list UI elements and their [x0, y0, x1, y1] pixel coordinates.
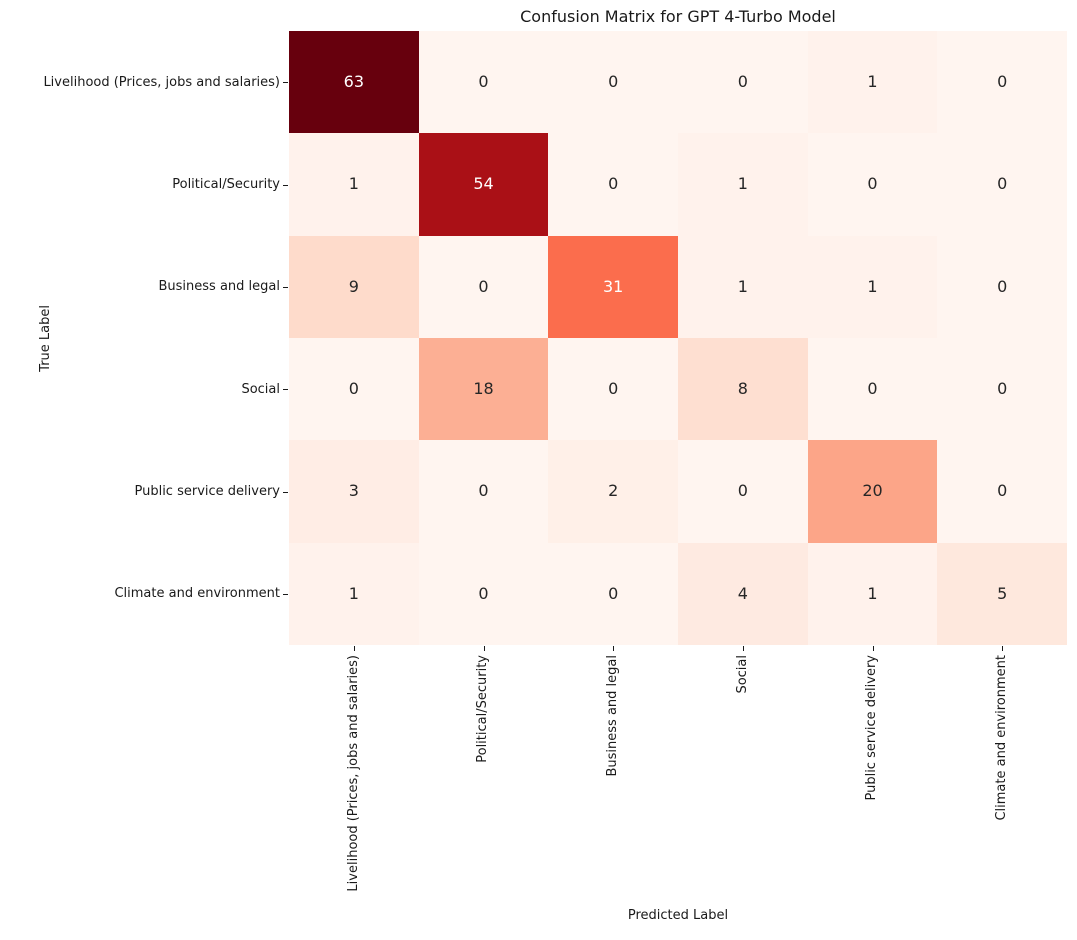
heatmap-cell-r4-c0: 3: [289, 440, 419, 543]
y-tick-label: Political/Security: [172, 176, 280, 192]
y-tick-label: Social: [241, 381, 280, 397]
heatmap-cell-r0-c1: 0: [418, 31, 549, 134]
x-tick-label: Business and legal: [605, 655, 621, 777]
x-axis-label: Predicted Label: [627, 908, 729, 923]
heatmap-cell-r0-c3: 0: [678, 31, 808, 134]
heatmap-cell-r2-c0: 9: [289, 235, 419, 338]
heatmap-cell-r2-c3: 1: [678, 235, 808, 338]
y-tick-mark: [283, 491, 288, 493]
heatmap-cell-r4-c2: 2: [548, 440, 678, 543]
heatmap-cell-r1-c1: 54: [418, 133, 549, 236]
heatmap-cell-r3-c1: 18: [418, 338, 549, 441]
x-tick-labels: Livelihood (Prices, jobs and salaries) Po…: [289, 655, 1067, 915]
heatmap-cell-r2-c2: 31: [548, 235, 678, 338]
heatmap-cell-r0-c2: 0: [548, 31, 678, 134]
x-tick-mark: [872, 646, 874, 651]
heatmap-cell-r2-c1: 0: [418, 235, 549, 338]
heatmap-cell-r3-c3: 8: [678, 338, 808, 441]
heatmap-cell-r4-c5: 0: [937, 440, 1067, 543]
heatmap-cell-r0-c0: 63: [289, 31, 419, 134]
x-tick-mark: [1002, 646, 1004, 651]
heatmap-cell-r5-c3: 4: [678, 542, 808, 645]
heatmap-cell-r5-c4: 1: [807, 542, 938, 645]
y-tick-mark: [283, 593, 288, 595]
heatmap-cell-r5-c2: 0: [548, 542, 678, 645]
heatmap-cell-r1-c2: 0: [548, 133, 678, 236]
heatmap-cell-r2-c4: 1: [807, 235, 938, 338]
x-tick-label: Livelihood (Prices, jobs and salaries): [345, 655, 361, 892]
heatmap-cell-r3-c5: 0: [937, 338, 1067, 441]
heatmap-cell-r4-c4: 20: [807, 440, 938, 543]
x-tick-mark: [742, 646, 744, 651]
y-tick-mark: [283, 82, 288, 84]
heatmap-cell-r5-c0: 1: [289, 542, 419, 645]
x-tick-mark: [353, 646, 355, 651]
x-tick-mark: [483, 646, 485, 651]
heatmap-cell-r0-c5: 0: [937, 31, 1067, 134]
x-tick-mark: [613, 646, 615, 651]
heatmap-cell-r1-c5: 0: [937, 133, 1067, 236]
heatmap-cell-r4-c3: 0: [678, 440, 808, 543]
heatmap-grid: 63 0 0 0 1 0 1 54 0 1 0 0 9 0 31 1 1 0 0 18 0 8 0 0 3 0 2 0 20 0 1 0 0 4 1…: [289, 31, 1067, 645]
x-tick-label: Climate and environment: [994, 655, 1010, 821]
y-tick-mark: [283, 184, 288, 186]
heatmap-cell-r5-c1: 0: [418, 542, 549, 645]
x-tick-label: Public service delivery: [864, 655, 880, 801]
x-tick-label: Political/Security: [475, 655, 491, 763]
y-tick-label: Climate and environment: [114, 586, 280, 602]
y-tick-mark: [283, 389, 288, 391]
heatmap-cell-r1-c0: 1: [289, 133, 419, 236]
heatmap-cell-r4-c1: 0: [418, 440, 549, 543]
y-tick-label: Livelihood (Prices, jobs and salaries): [43, 74, 280, 90]
heatmap-cell-r3-c2: 0: [548, 338, 678, 441]
heatmap-cell-r3-c0: 0: [289, 338, 419, 441]
y-tick-labels: Livelihood (Prices, jobs and salaries) Po…: [0, 31, 280, 645]
heatmap-cell-r3-c4: 0: [807, 338, 938, 441]
heatmap-cell-r1-c4: 0: [807, 133, 938, 236]
chart-title: Confusion Matrix for GPT 4-Turbo Model: [520, 7, 836, 26]
heatmap-cell-r5-c5: 5: [937, 542, 1067, 645]
heatmap-cell-r1-c3: 1: [678, 133, 808, 236]
heatmap-cell-r0-c4: 1: [807, 31, 938, 134]
y-tick-mark: [283, 286, 288, 288]
y-tick-label: Business and legal: [158, 279, 281, 295]
x-tick-label: Social: [734, 655, 750, 694]
heatmap-cell-r2-c5: 0: [937, 235, 1067, 338]
y-tick-label: Public service delivery: [134, 483, 280, 499]
